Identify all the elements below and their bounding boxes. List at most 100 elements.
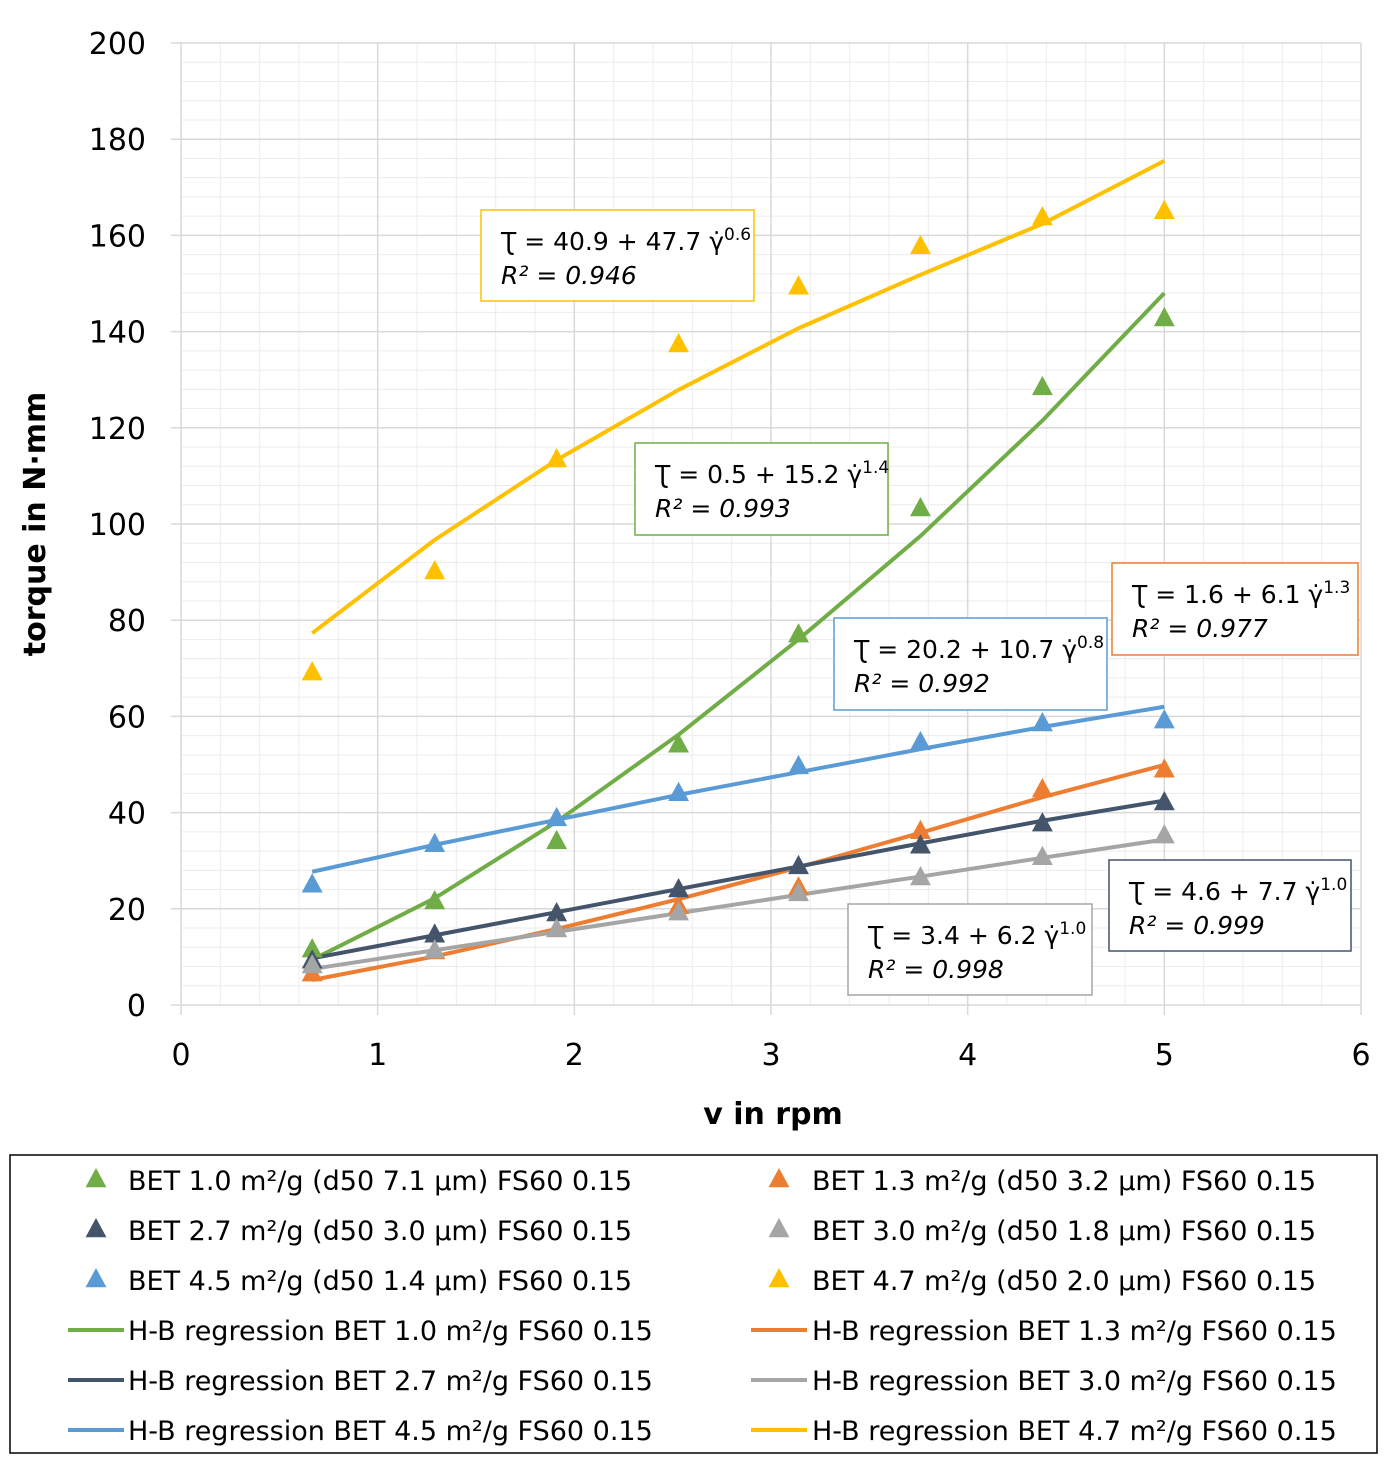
data-point-marker	[546, 447, 568, 468]
y-tick-label: 140	[89, 316, 146, 351]
equation-label: Ʈ = 20.2 + 10.7 γ̇0.8 R² = 0.992	[833, 617, 1108, 711]
legend-item: BET 3.0 m²/g (d50 1.8 µm) FS60 0.15	[768, 1216, 1316, 1247]
legend-item: BET 1.3 m²/g (d50 3.2 µm) FS60 0.15	[768, 1166, 1316, 1197]
regression-line	[311, 704, 1165, 874]
r-squared-text: R² = 0.992	[854, 669, 990, 698]
legend-item: H-B regression BET 4.5 m²/g FS60 0.15	[68, 1416, 653, 1447]
data-point-marker	[424, 939, 446, 959]
equation-box	[1108, 859, 1352, 952]
equation-box	[1111, 562, 1359, 656]
data-point-marker	[668, 333, 690, 353]
data-point-marker	[1031, 845, 1053, 866]
legend-marker	[85, 1268, 107, 1288]
data-point-marker	[668, 781, 690, 802]
y-tick-label: 160	[89, 219, 146, 254]
y-tick-label: 60	[108, 700, 146, 735]
data-point-marker	[546, 806, 568, 827]
legend-label: BET 3.0 m²/g (d50 1.8 µm) FS60 0.15	[812, 1216, 1316, 1247]
legend-item: H-B regression BET 3.0 m²/g FS60 0.15	[751, 1366, 1337, 1397]
legend-item: H-B regression BET 4.7 m²/g FS60 0.15	[751, 1416, 1337, 1447]
r-squared-text: R² = 0.999	[1129, 911, 1265, 940]
equation-box	[480, 209, 755, 302]
legend-label: H-B regression BET 1.0 m²/g FS60 0.15	[128, 1316, 653, 1347]
x-tick-label: 4	[958, 1038, 977, 1073]
equation-label: Ʈ = 4.6 + 7.7 γ̇1.0 R² = 0.999	[1108, 859, 1352, 952]
data-point-marker	[910, 730, 931, 751]
legend-label: BET 4.5 m²/g (d50 1.4 µm) FS60 0.15	[128, 1266, 632, 1297]
y-tick-label: 80	[108, 604, 146, 639]
data-point-marker	[910, 234, 931, 255]
equation-label: Ʈ = 40.9 + 47.7 γ̇0.6 R² = 0.946	[480, 209, 755, 302]
data-point-marker	[910, 819, 931, 840]
equation-text: Ʈ = 4.6 + 7.7 γ̇1.0	[1128, 875, 1347, 906]
data-point-marker	[910, 865, 931, 886]
data-point-marker	[1031, 777, 1053, 798]
legend-label: H-B regression BET 3.0 m²/g FS60 0.15	[812, 1366, 1337, 1397]
legend-item: BET 2.7 m²/g (d50 3.0 µm) FS60 0.15	[85, 1216, 632, 1247]
x-axis-label: v in rpm	[703, 1097, 843, 1132]
regression-line	[311, 291, 1166, 962]
data-point-marker	[1153, 709, 1175, 729]
legend-label: H-B regression BET 1.3 m²/g FS60 0.15	[812, 1316, 1337, 1347]
legend-label: BET 1.3 m²/g (d50 3.2 µm) FS60 0.15	[812, 1166, 1316, 1197]
legend-item: H-B regression BET 1.3 m²/g FS60 0.15	[751, 1316, 1337, 1347]
legend-marker	[85, 1168, 107, 1188]
data-point-marker	[668, 878, 690, 898]
y-tick-label: 0	[127, 989, 146, 1024]
data-point-marker	[546, 917, 568, 938]
regression-line	[311, 798, 1165, 961]
data-point-marker	[301, 661, 323, 681]
y-axis-label: torque in N·mm	[18, 392, 53, 656]
x-tick-label: 0	[171, 1038, 190, 1073]
data-point-marker	[788, 881, 809, 902]
data-point-marker	[910, 497, 931, 517]
equation-box	[847, 903, 1093, 996]
legend-label: BET 2.7 m²/g (d50 3.0 µm) FS60 0.15	[128, 1216, 632, 1247]
data-point-marker	[788, 623, 809, 643]
regression-line	[311, 763, 1165, 982]
legend-item: H-B regression BET 2.7 m²/g FS60 0.15	[68, 1366, 653, 1397]
y-tick-label: 200	[89, 27, 146, 62]
x-tick-label: 2	[565, 1038, 584, 1073]
regression-line	[311, 837, 1165, 971]
x-tick-label: 6	[1351, 1038, 1370, 1073]
data-point-marker	[1153, 199, 1175, 220]
data-point-marker	[668, 901, 690, 921]
y-tick-label: 180	[89, 123, 146, 158]
data-point-marker	[301, 938, 323, 958]
data-point-marker	[546, 829, 568, 850]
y-tick-label: 100	[89, 508, 146, 543]
equation-text: Ʈ = 20.2 + 10.7 γ̇0.8	[853, 633, 1104, 664]
data-point-marker	[788, 854, 809, 875]
y-tick-label: 20	[108, 893, 146, 928]
equation-text: Ʈ = 40.9 + 47.7 γ̇0.6	[500, 225, 751, 256]
equation-label: Ʈ = 1.6 + 6.1 γ̇1.3 R² = 0.977	[1111, 562, 1359, 656]
r-squared-text: R² = 0.977	[1132, 614, 1268, 643]
data-point-marker	[1153, 790, 1175, 811]
data-point-marker	[910, 834, 931, 854]
data-point-marker	[424, 890, 446, 910]
data-point-marker	[1153, 307, 1175, 327]
data-point-marker	[788, 275, 809, 295]
equation-box	[833, 617, 1108, 711]
legend-label: BET 1.0 m²/g (d50 7.1 µm) FS60 0.15	[128, 1166, 632, 1197]
legend-item: H-B regression BET 1.0 m²/g FS60 0.15	[68, 1316, 653, 1347]
r-squared-text: R² = 0.993	[655, 494, 791, 523]
data-point-marker	[301, 873, 323, 893]
legend-frame	[9, 1154, 1378, 1454]
r-squared-text: R² = 0.946	[501, 261, 637, 290]
data-point-marker	[301, 954, 323, 974]
data-point-marker	[424, 923, 446, 943]
legend-marker	[768, 1168, 790, 1188]
data-point-marker	[1153, 758, 1175, 778]
legend-label: H-B regression BET 2.7 m²/g FS60 0.15	[128, 1366, 653, 1397]
legend-item: BET 4.5 m²/g (d50 1.4 µm) FS60 0.15	[85, 1266, 632, 1297]
data-point-marker	[424, 832, 446, 853]
x-tick-label: 5	[1155, 1038, 1174, 1073]
annotations: Ʈ = 40.9 + 47.7 γ̇0.6 R² = 0.946 Ʈ = 0.5 +…	[480, 209, 1359, 996]
legend-marker	[768, 1268, 790, 1288]
equation-label: Ʈ = 0.5 + 15.2 γ̇1.4 R² = 0.993	[634, 442, 889, 536]
legend-item: BET 4.7 m²/g (d50 2.0 µm) FS60 0.15	[768, 1266, 1316, 1297]
legend: BET 1.0 m²/g (d50 7.1 µm) FS60 0.15 BET 1…	[9, 1154, 1378, 1454]
